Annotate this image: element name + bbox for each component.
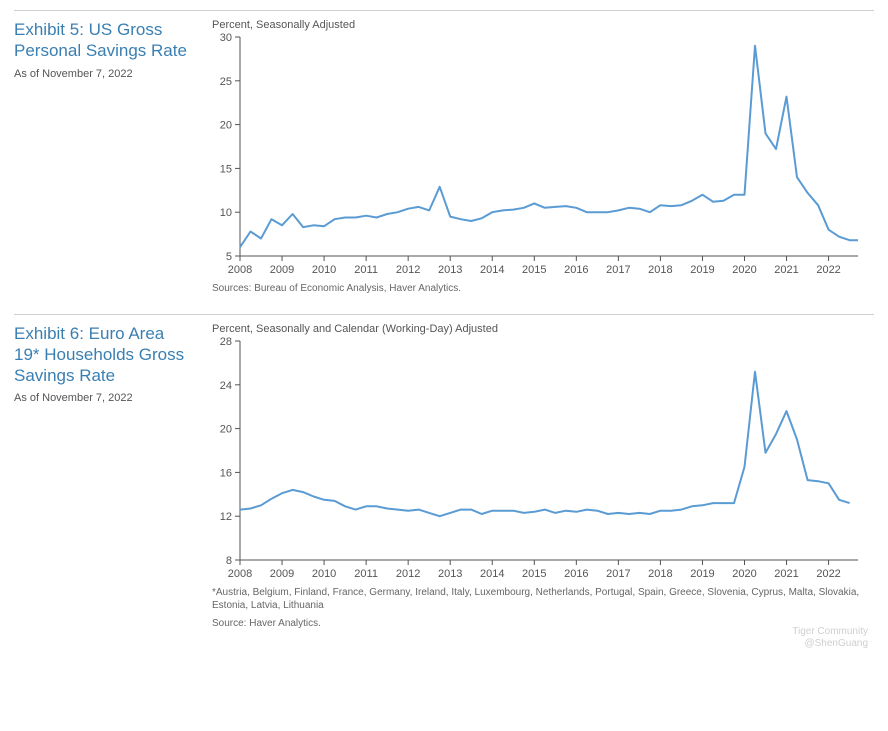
y-tick-label: 28 [220, 337, 232, 348]
exhibit-title: Exhibit 6: Euro Area 19* Households Gros… [14, 323, 194, 387]
x-tick-label: 2015 [522, 264, 546, 276]
chart-subtitle: Percent, Seasonally and Calendar (Workin… [212, 323, 874, 335]
x-tick-label: 2021 [774, 264, 798, 276]
exhibit-block: Exhibit 6: Euro Area 19* Households Gros… [14, 314, 874, 631]
x-tick-label: 2021 [774, 568, 798, 580]
exhibit-asof: As of November 7, 2022 [14, 68, 194, 80]
x-tick-label: 2016 [564, 568, 588, 580]
x-tick-label: 2012 [396, 264, 420, 276]
x-tick-label: 2019 [690, 568, 714, 580]
x-tick-label: 2019 [690, 264, 714, 276]
x-tick-label: 2009 [270, 264, 294, 276]
exhibit-title: Exhibit 5: US Gross Personal Savings Rat… [14, 19, 194, 62]
x-tick-label: 2010 [312, 568, 336, 580]
watermark-user: @ShenGuang [14, 638, 868, 650]
y-tick-label: 24 [220, 379, 232, 391]
chart-source: Sources: Bureau of Economic Analysis, Ha… [212, 282, 874, 296]
x-tick-label: 2010 [312, 264, 336, 276]
y-tick-label: 10 [220, 207, 232, 219]
x-tick-label: 2018 [648, 568, 672, 580]
chart-footnote: *Austria, Belgium, Finland, France, Germ… [212, 586, 874, 613]
y-tick-label: 20 [220, 120, 232, 132]
y-tick-label: 8 [226, 555, 232, 567]
line-chart: 5 10 15 20 25 30 2008 2009 2010 2011 2012 2013 2014… [212, 33, 862, 278]
chart-subtitle: Percent, Seasonally Adjusted [212, 19, 874, 31]
exhibit-body: Percent, Seasonally Adjusted 5 10 15 20 25 30… [212, 19, 874, 296]
x-tick-label: 2015 [522, 568, 546, 580]
exhibit-header: Exhibit 5: US Gross Personal Savings Rat… [14, 19, 194, 296]
x-tick-label: 2011 [354, 264, 378, 276]
y-tick-label: 25 [220, 76, 232, 88]
x-tick-label: 2020 [732, 264, 756, 276]
x-tick-label: 2008 [228, 264, 252, 276]
x-tick-label: 2018 [648, 264, 672, 276]
exhibit-body: Percent, Seasonally and Calendar (Workin… [212, 323, 874, 631]
x-tick-label: 2020 [732, 568, 756, 580]
x-tick-label: 2009 [270, 568, 294, 580]
x-tick-label: 2016 [564, 264, 588, 276]
x-tick-label: 2017 [606, 568, 630, 580]
x-tick-label: 2014 [480, 264, 504, 276]
exhibit-header: Exhibit 6: Euro Area 19* Households Gros… [14, 323, 194, 631]
y-tick-label: 12 [220, 511, 232, 523]
x-tick-label: 2013 [438, 568, 462, 580]
x-tick-label: 2022 [816, 568, 840, 580]
exhibit-asof: As of November 7, 2022 [14, 392, 194, 404]
y-tick-label: 20 [220, 423, 232, 435]
y-tick-label: 15 [220, 163, 232, 175]
exhibit-block: Exhibit 5: US Gross Personal Savings Rat… [14, 10, 874, 296]
y-tick-label: 5 [226, 251, 232, 263]
x-tick-label: 2014 [480, 568, 504, 580]
y-tick-label: 16 [220, 467, 232, 479]
x-tick-label: 2012 [396, 568, 420, 580]
line-chart: 8 12 16 20 24 28 2008 2009 2010 2011 2012 2013 2014… [212, 337, 862, 582]
watermark-brand: Tiger Community [14, 626, 868, 638]
x-tick-label: 2008 [228, 568, 252, 580]
y-tick-label: 30 [220, 33, 232, 44]
x-tick-label: 2011 [354, 568, 378, 580]
x-tick-label: 2017 [606, 264, 630, 276]
x-tick-label: 2013 [438, 264, 462, 276]
x-tick-label: 2022 [816, 264, 840, 276]
